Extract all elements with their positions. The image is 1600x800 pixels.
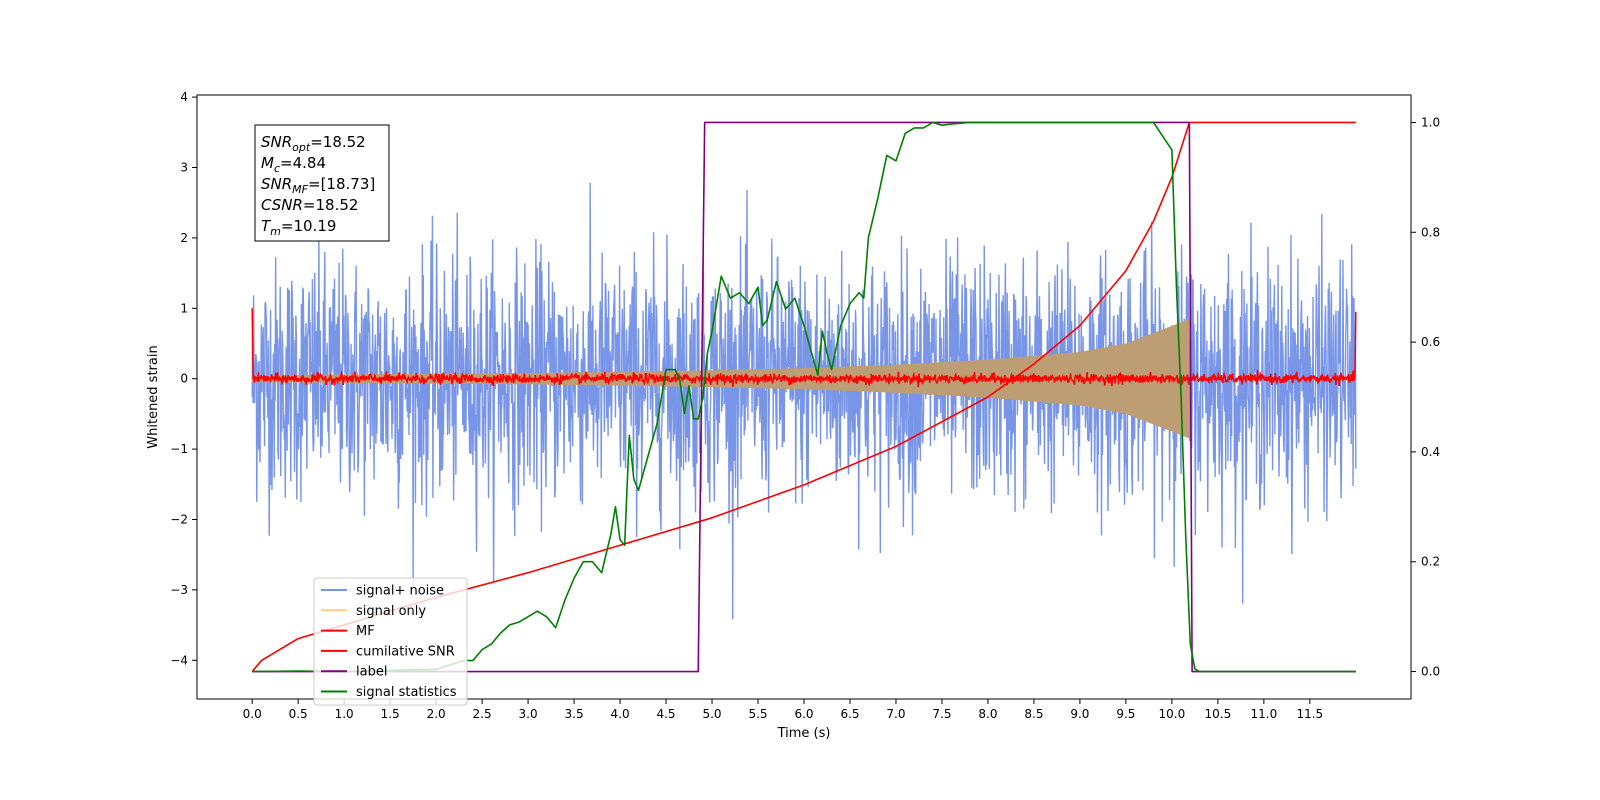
annotation-line: CSNR=18.52 (261, 196, 358, 214)
legend-item: label (321, 665, 387, 680)
y-tick-left-label: −4 (170, 653, 188, 667)
annotation-line: SNRMF=[18.73] (261, 175, 375, 196)
x-tick-label: 2.0 (427, 707, 446, 721)
y-tick-left-label: −3 (170, 583, 188, 597)
y-tick-left-label: 1 (180, 301, 188, 315)
y-axis-left: 4 3 2 1 0 −1 −2 −3 −4 (170, 90, 197, 667)
y-tick-left-label: −2 (170, 512, 188, 526)
x-tick-label: 4.0 (611, 707, 630, 721)
x-tick-label: 10.0 (1159, 707, 1186, 721)
x-tick-label: 6.0 (794, 707, 813, 721)
y-tick-left-label: 3 (180, 161, 188, 175)
legend-label: label (356, 665, 387, 680)
x-tick-label: 4.5 (656, 707, 675, 721)
y-tick-right-label: 0.4 (1421, 445, 1440, 459)
x-tick-label: 5.5 (748, 707, 767, 721)
x-tick-label: 0.5 (289, 707, 308, 721)
x-tick-label: 6.5 (840, 707, 859, 721)
legend-item: MF (321, 624, 375, 639)
series-mf (251, 308, 1357, 388)
annotation-line: SNRopt=18.52 (261, 133, 366, 154)
y-tick-right-label: 0.8 (1421, 225, 1440, 239)
legend-label: signal+ noise (356, 584, 444, 599)
y-tick-right-label: 0.2 (1421, 555, 1440, 569)
x-axis: 0.0 0.5 1.0 1.5 2.0 2.5 3.0 3.5 4.0 4.5 5.0 5.5 6.0 6… (243, 699, 1323, 721)
legend-item: signal statistics (321, 685, 457, 700)
x-tick-label: 7.0 (886, 707, 905, 721)
series-signal-statistics (252, 121, 1356, 673)
legend-label: MF (356, 624, 375, 639)
x-tick-label: 9.5 (1116, 707, 1135, 721)
y-tick-left-label: 2 (180, 231, 188, 245)
y-tick-right-label: 0.0 (1421, 665, 1440, 679)
legend-item: signal+ noise (321, 584, 444, 599)
x-tick-label: 9.0 (1070, 707, 1089, 721)
annotation-line: Mc=4.84 (261, 154, 326, 175)
x-tick-label: 10.5 (1205, 707, 1232, 721)
y-tick-right-label: 1.0 (1421, 115, 1440, 129)
y-axis-label: Whitened strain (146, 345, 161, 448)
x-tick-label: 7.5 (932, 707, 951, 721)
y-axis-right: 1.0 0.8 0.6 0.4 0.2 0.0 (1411, 115, 1440, 679)
x-tick-label: 11.5 (1296, 707, 1323, 721)
x-tick-label: 1.5 (381, 707, 400, 721)
y-tick-right-label: 0.6 (1421, 335, 1440, 349)
legend: signal+ noise signal only MF cumilative SNR… (313, 577, 468, 706)
legend-label: signal statistics (356, 685, 457, 700)
legend-item: cumilative SNR (321, 644, 455, 659)
y-tick-left-label: 0 (180, 372, 188, 386)
legend-item: signal only (321, 604, 426, 619)
legend-label: signal only (356, 604, 426, 619)
x-tick-label: 2.5 (473, 707, 492, 721)
x-axis-label: Time (s) (777, 726, 831, 741)
x-tick-label: 8.0 (978, 707, 997, 721)
annotation-box: SNRopt=18.52Mc=4.84SNRMF=[18.73]CSNR=18.… (254, 124, 390, 242)
x-tick-label: 3.5 (565, 707, 584, 721)
x-tick-label: 11.0 (1250, 707, 1277, 721)
legend-label: cumilative SNR (356, 644, 455, 659)
y-tick-left-label: −1 (170, 442, 188, 456)
x-tick-label: 1.0 (335, 707, 354, 721)
x-tick-label: 3.0 (519, 707, 538, 721)
x-tick-label: 5.0 (702, 707, 721, 721)
annotation-line: Tm=10.19 (261, 217, 336, 238)
y-tick-left-label: 4 (180, 90, 188, 104)
x-tick-label: 0.0 (243, 707, 262, 721)
x-tick-label: 8.5 (1024, 707, 1043, 721)
